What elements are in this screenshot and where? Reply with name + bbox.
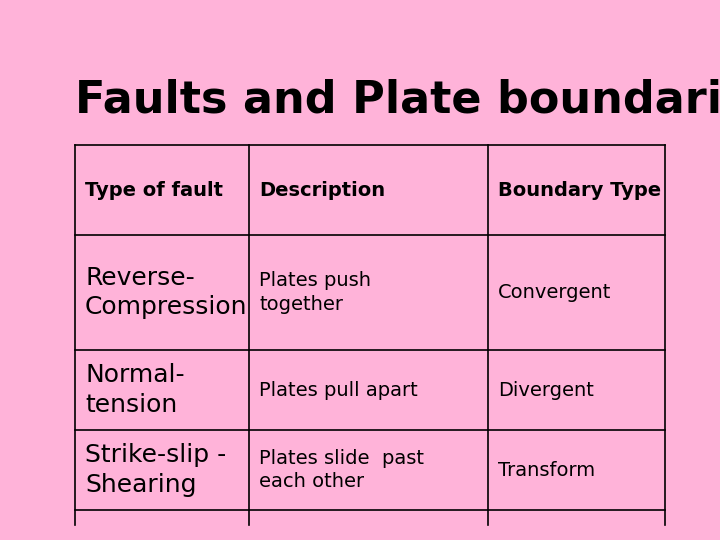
Text: Transform: Transform xyxy=(498,461,595,480)
Text: Boundary Type: Boundary Type xyxy=(498,180,661,199)
Text: Description: Description xyxy=(259,180,385,199)
Text: Type of fault: Type of fault xyxy=(85,180,223,199)
Bar xyxy=(75,145,665,525)
Text: Reverse-
Compression: Reverse- Compression xyxy=(85,266,248,319)
Text: Faults and Plate boundaries: Faults and Plate boundaries xyxy=(75,78,720,122)
Text: Plates pull apart: Plates pull apart xyxy=(259,381,418,400)
Text: Plates push
together: Plates push together xyxy=(259,271,371,314)
Text: Normal-
tension: Normal- tension xyxy=(85,363,184,417)
Text: Strike-slip -
Shearing: Strike-slip - Shearing xyxy=(85,443,226,497)
Text: Convergent: Convergent xyxy=(498,283,611,302)
Text: Divergent: Divergent xyxy=(498,381,594,400)
Text: Plates slide  past
each other: Plates slide past each other xyxy=(259,449,424,491)
